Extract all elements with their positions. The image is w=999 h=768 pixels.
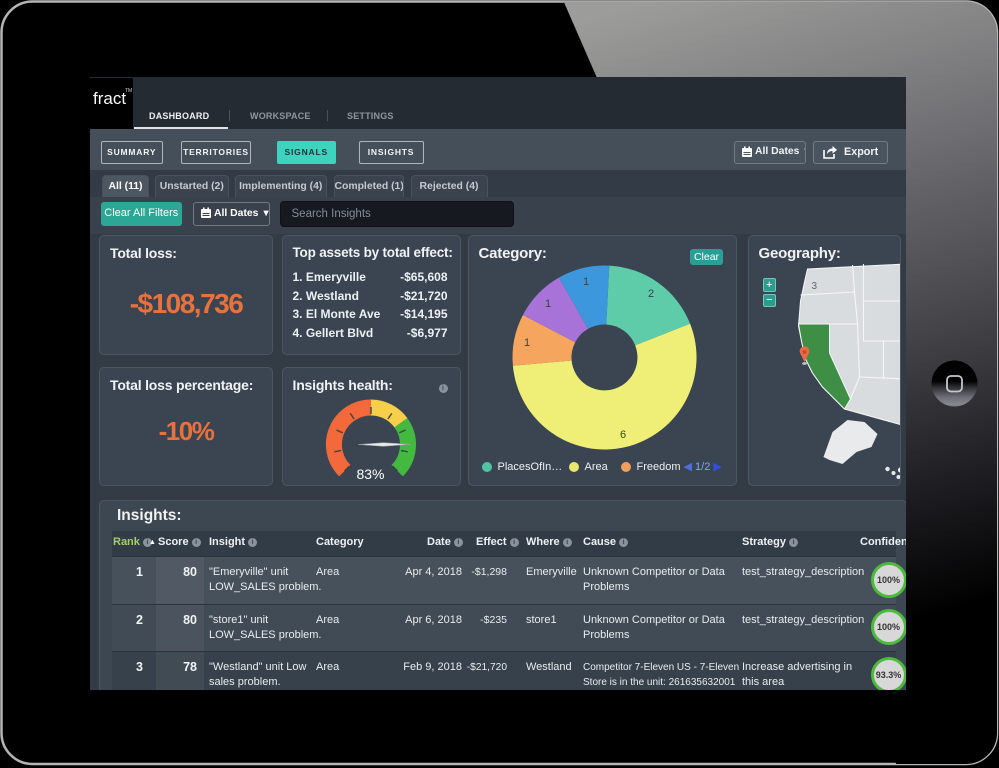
svg-text:6: 6 — [619, 429, 625, 441]
svg-text:1: 1 — [523, 337, 529, 349]
svg-text:1: 1 — [582, 276, 588, 288]
svg-text:3: 3 — [811, 281, 817, 292]
svg-text:1: 1 — [544, 298, 550, 310]
svg-text:2: 2 — [647, 288, 653, 300]
